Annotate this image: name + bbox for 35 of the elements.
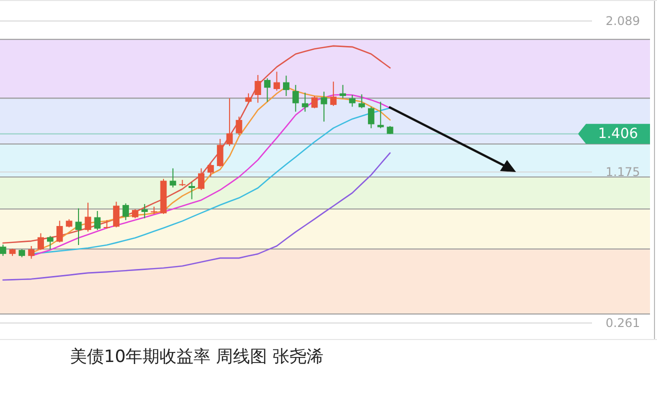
candlestick <box>283 75 290 96</box>
candlestick <box>0 244 6 256</box>
candlestick <box>150 206 158 214</box>
candlestick <box>254 74 262 104</box>
candlestick <box>170 168 176 188</box>
candlestick <box>188 182 195 200</box>
candlestick <box>75 208 82 246</box>
candlestick <box>47 235 54 250</box>
candlestick <box>264 78 271 102</box>
candlestick <box>226 98 233 147</box>
candlestick <box>28 245 35 260</box>
ref-label: 1.406 <box>598 126 638 142</box>
candlestick <box>84 202 92 232</box>
candlestick <box>349 94 356 108</box>
candlestick <box>311 95 318 109</box>
ytick: 1.175 <box>606 164 640 179</box>
candlestick <box>245 92 252 104</box>
candlestick <box>38 232 44 250</box>
candlestick <box>340 84 346 99</box>
candlestick <box>330 81 337 106</box>
ytick: 2.089 <box>606 14 640 28</box>
candlestick <box>368 106 374 129</box>
candlestick <box>122 202 129 221</box>
candlestick <box>198 168 204 190</box>
candlestick <box>216 138 224 168</box>
candlestick <box>56 220 63 243</box>
candlestick <box>94 210 101 230</box>
candlestick <box>236 116 242 136</box>
candlestick <box>207 162 214 178</box>
title: 美债10年期收益率 周线图 张尧浠 <box>70 347 324 367</box>
candlestick <box>113 201 120 228</box>
candlestick <box>292 84 299 112</box>
candlestick <box>274 71 280 92</box>
candlestick <box>141 204 148 219</box>
ytick: 0.261 <box>606 316 640 330</box>
